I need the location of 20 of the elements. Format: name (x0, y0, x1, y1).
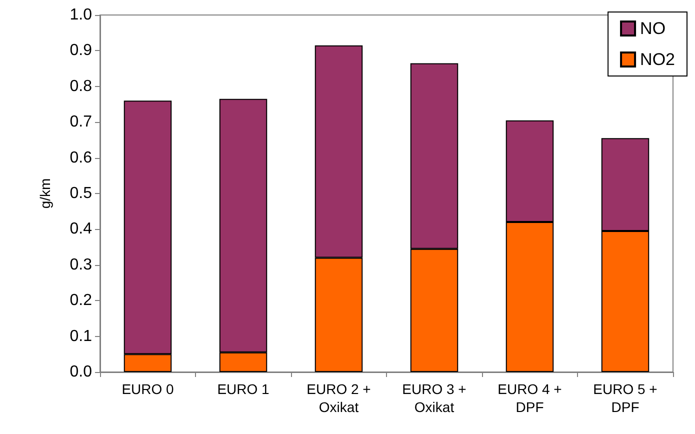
y-tick-label: 0.6 (70, 149, 92, 166)
x-tick-label: EURO 3 + Oxikat (402, 381, 466, 415)
y-tick-label: 0.3 (70, 256, 92, 274)
x-tick-label: EURO 1 (217, 381, 270, 397)
y-tick-label: 1.0 (70, 6, 92, 24)
y-tick-label: 0.2 (70, 292, 92, 310)
y-tick-label: 0.8 (70, 78, 92, 95)
legend-label: NO2 (640, 50, 676, 69)
x-tick-label: EURO 0 (122, 381, 174, 397)
y-tick-label: 0.0 (70, 364, 92, 380)
y-tick-label: 0.1 (70, 328, 92, 345)
x-tick-label: EURO 4 + DPF (498, 381, 562, 415)
x-tick-label: EURO 2 + Oxikat (306, 381, 371, 415)
y-tick-label: 0.9 (70, 42, 92, 60)
legend-label: NO (640, 19, 666, 38)
y-tick-label: 0.5 (70, 185, 92, 202)
y-tick-label: 0.7 (70, 114, 92, 131)
y-tick-label: 0.4 (70, 220, 92, 238)
y-axis-title: g/km (37, 178, 53, 209)
x-tick-label: EURO 5 + DPF (593, 381, 658, 415)
